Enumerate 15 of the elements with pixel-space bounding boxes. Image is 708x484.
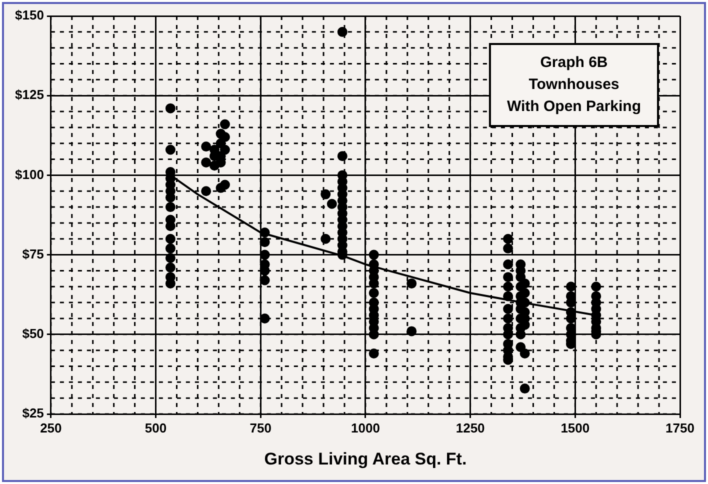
y-tick-label: $50 (22, 326, 44, 341)
y-tick-label: $150 (15, 8, 44, 23)
y-tick-label: $25 (22, 406, 44, 421)
x-tick-label: 500 (144, 420, 167, 436)
x-tick-label: 250 (40, 420, 62, 436)
x-tick-label: 1000 (351, 420, 380, 436)
x-tick-label: 750 (250, 420, 272, 436)
text: Graph 6B Townhouses With Open Parking (506, 54, 642, 116)
y-tick-label: $100 (15, 166, 44, 182)
y-tick-label: $75 (22, 246, 44, 262)
x-tick-label: 1250 (456, 420, 485, 436)
x-tick-label: 1750 (666, 420, 694, 436)
x-tick-label: 1500 (560, 420, 590, 436)
y-tick-label: $125 (15, 87, 44, 102)
x-axis-title: Gross Living Area Sq. Ft. (264, 449, 467, 468)
